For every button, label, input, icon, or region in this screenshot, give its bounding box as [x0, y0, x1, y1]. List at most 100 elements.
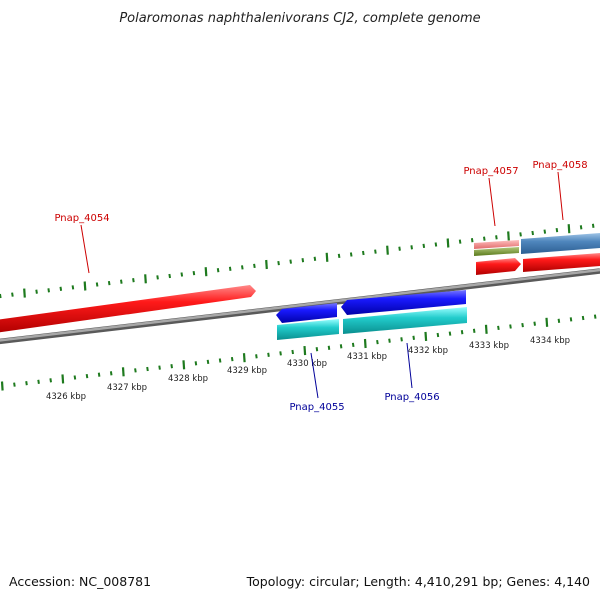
gene-label-pnap-4057[interactable]: Pnap_4057	[463, 166, 518, 177]
gene-label-pnap-4056[interactable]: Pnap_4056	[384, 392, 439, 403]
lower-tick-26	[315, 347, 319, 352]
map-title: Polaromonas naphthalenivorans CJ2, compl…	[119, 11, 480, 26]
upper-tick-21	[253, 263, 256, 269]
upper-tick-41	[495, 235, 498, 240]
upper-tick-22	[265, 259, 268, 270]
upper-tick-29	[349, 252, 353, 257]
upper-tick-17	[204, 267, 208, 277]
upper-tick-37	[446, 238, 450, 248]
lower-tick-14	[170, 364, 173, 369]
upper-tick-33	[398, 246, 401, 251]
upper-tick-20	[241, 265, 244, 270]
lower-tick-25	[303, 346, 307, 356]
lower-tick-19	[230, 356, 234, 362]
lower-tick-49	[593, 314, 597, 319]
upper-tick-26	[313, 256, 317, 261]
genome-backbone	[0, 268, 600, 345]
lower-tick-27	[327, 345, 331, 350]
upper-tick-35	[422, 243, 426, 249]
upper-tick-47	[567, 224, 571, 234]
upper-tick-15	[180, 272, 184, 277]
upper-tick-30	[362, 250, 365, 256]
gene-label-leaders	[80, 171, 564, 399]
lower-tick-16	[194, 361, 198, 366]
scale-label-4332: 4332 kbp	[408, 346, 448, 356]
upper-tick-42	[507, 231, 510, 241]
reverse-strand-tick-row	[0, 314, 597, 391]
upper-tick-28	[337, 253, 341, 259]
upper-tick-3	[35, 289, 38, 294]
gene-pnap-4056[interactable]	[341, 290, 467, 334]
upper-tick-45	[543, 229, 547, 234]
scale-label-4327: 4327 kbp	[107, 383, 147, 393]
lower-tick-11	[134, 368, 137, 373]
gene-pnap-4055[interactable]	[276, 303, 339, 340]
upper-tick-1	[11, 292, 14, 297]
lower-tick-12	[146, 366, 149, 372]
upper-tick-39	[470, 238, 474, 243]
upper-tick-44	[531, 230, 534, 236]
lower-tick-30	[363, 338, 367, 349]
scale-label-4328: 4328 kbp	[168, 374, 208, 384]
gene-label-pnap-4054[interactable]: Pnap_4054	[54, 213, 109, 224]
lower-tick-46	[557, 318, 561, 323]
gene-labels: Pnap_4054 Pnap_4055 Pnap_4056 Pnap_4057 …	[54, 160, 587, 413]
upper-tick-31	[374, 249, 377, 254]
lower-tick-20	[242, 353, 246, 363]
lower-tick-10	[121, 367, 125, 377]
upper-tick-4	[47, 288, 50, 293]
forward-strand-tick-row	[0, 223, 595, 299]
scale-label-4329: 4329 kbp	[227, 366, 267, 376]
upper-tick-11	[132, 278, 135, 283]
upper-tick-2	[23, 288, 26, 298]
upper-tick-40	[483, 236, 486, 241]
upper-tick-49	[591, 223, 595, 228]
lower-tick-28	[339, 344, 343, 349]
lower-tick-48	[581, 315, 585, 321]
gene-pnap-4058[interactable]	[521, 233, 600, 272]
lower-tick-1	[13, 382, 16, 387]
lower-tick-4	[49, 378, 52, 383]
scale-label-4334: 4334 kbp	[530, 336, 570, 346]
scale-label-4326: 4326 kbp	[46, 392, 86, 402]
scale-label-4330: 4330 kbp	[287, 359, 327, 369]
upper-tick-14	[168, 273, 171, 279]
lower-tick-3	[37, 379, 40, 384]
lower-tick-33	[400, 337, 403, 342]
upper-tick-43	[519, 232, 522, 237]
genome-summary-text: Topology: circular; Length: 4,410,291 bp…	[246, 574, 590, 589]
lower-tick-42	[509, 324, 512, 329]
upper-tick-23	[277, 260, 280, 266]
lower-tick-36	[436, 332, 440, 338]
upper-tick-13	[156, 275, 159, 280]
lower-tick-18	[218, 358, 222, 363]
scale-labels: 4326 kbp 4327 kbp 4328 kbp 4329 kbp 4330…	[46, 336, 570, 402]
upper-tick-24	[289, 259, 292, 264]
lower-tick-23	[279, 351, 282, 356]
lower-tick-43	[521, 322, 524, 328]
upper-tick-46	[555, 227, 559, 233]
upper-tick-6	[71, 285, 75, 290]
gene-label-pnap-4058[interactable]: Pnap_4058	[532, 160, 587, 171]
accession-text: Accession: NC_008781	[9, 574, 152, 589]
upper-tick-18	[216, 268, 220, 273]
lower-tick-32	[388, 338, 391, 343]
lower-tick-39	[472, 328, 476, 333]
upper-tick-10	[120, 279, 123, 284]
lower-tick-31	[376, 339, 379, 345]
gene-label-pnap-4055[interactable]: Pnap_4055	[289, 402, 344, 413]
gene-pnap-4057[interactable]	[474, 240, 521, 275]
lower-tick-6	[73, 375, 77, 380]
upper-tick-32	[386, 245, 389, 255]
scale-label-4331: 4331 kbp	[347, 352, 387, 362]
upper-tick-25	[301, 258, 305, 263]
lower-tick-5	[61, 374, 65, 384]
lower-tick-17	[206, 359, 210, 365]
upper-tick-38	[458, 239, 462, 244]
upper-tick-0	[0, 293, 2, 299]
lower-tick-22	[267, 352, 270, 357]
gene-pnap-4054[interactable]	[0, 285, 256, 333]
lower-tick-40	[484, 324, 488, 334]
lower-tick-21	[255, 354, 258, 359]
